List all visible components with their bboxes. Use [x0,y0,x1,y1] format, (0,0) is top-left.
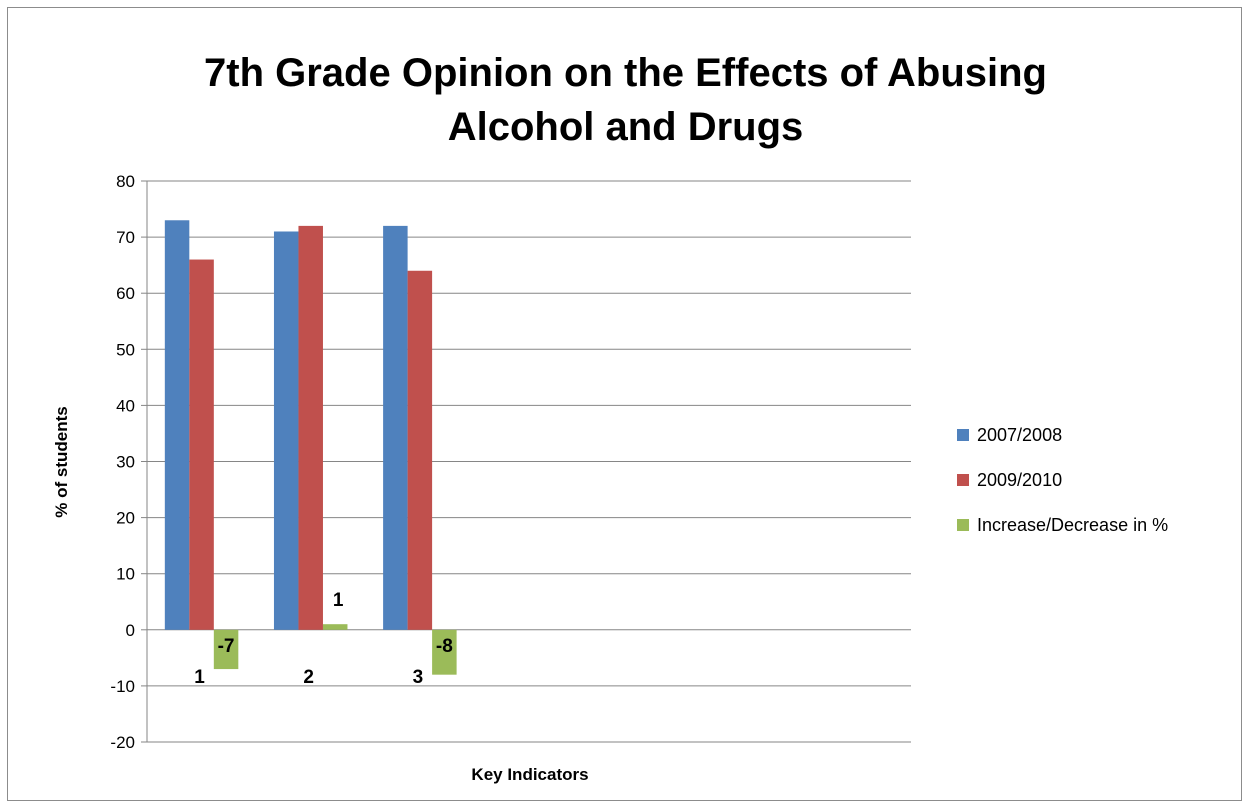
y-tick-label: -10 [110,677,135,696]
y-tick-label: 40 [116,396,135,415]
bar [213,629,239,670]
legend-swatch [957,474,969,486]
y-tick-label: 50 [116,340,135,359]
legend-swatch [957,519,969,531]
legend-label: 2009/2010 [977,470,1062,490]
legend-swatch [957,429,969,441]
bar [407,270,433,630]
y-tick-label: 80 [116,172,135,191]
bar [273,231,299,630]
data-label: 1 [333,590,344,611]
data-label: -7 [218,636,235,657]
gridlines [141,180,911,743]
data-label: -8 [436,636,453,657]
chart-title: 7th Grade Opinion on the Effects of Abus… [8,46,1243,154]
y-tick-label: 0 [126,621,135,640]
y-tick-label: 20 [116,509,135,528]
chart-title-line-2: Alcohol and Drugs [447,105,804,149]
bar [432,629,457,675]
x-axis-label: Key Indicators [471,765,588,784]
category-label: 2 [303,667,314,688]
bar [298,225,323,630]
bar [164,220,190,630]
y-tick-label: 70 [116,228,135,247]
bar [383,225,408,630]
y-tick-label: 60 [116,284,135,303]
legend: 2007/2008 2009/2010 Increase/Decrease in % [957,425,1168,535]
chart-title-line-1: 7th Grade Opinion on the Effects of Abus… [204,51,1047,95]
data-labels: -7 1 -8 [218,590,453,657]
y-tick-label: -20 [110,733,135,752]
category-label: 1 [194,667,205,688]
category-labels: 1 2 3 [194,667,423,688]
category-label: 3 [413,667,424,688]
y-tick-labels: -20 -10 0 10 20 30 40 50 60 70 80 [110,172,135,752]
bars [164,220,457,675]
bar [189,259,214,630]
y-axis-label: % of students [52,406,71,517]
bar [322,624,348,630]
y-tick-label: 30 [116,453,135,472]
y-tick-label: 10 [116,565,135,584]
legend-label: Increase/Decrease in % [977,515,1168,535]
legend-label: 2007/2008 [977,425,1062,445]
